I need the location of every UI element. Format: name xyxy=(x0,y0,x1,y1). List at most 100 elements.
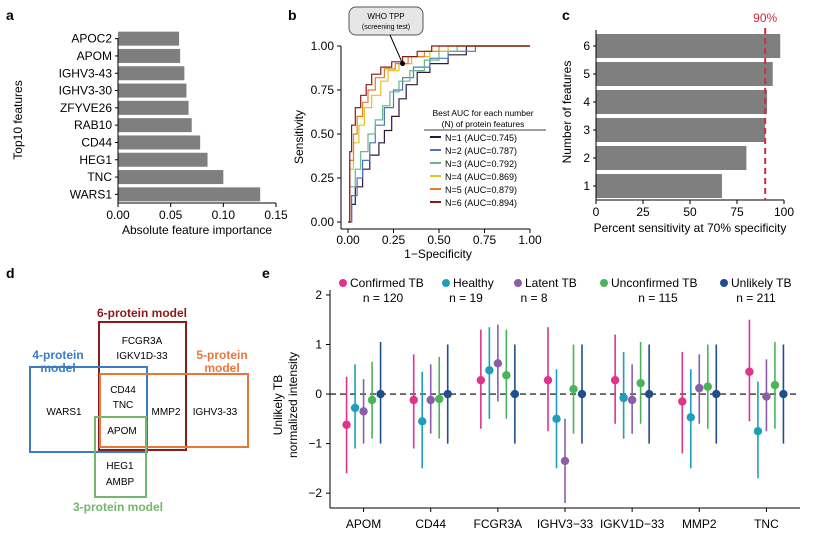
who-tpp-callout: WHO TPP (screening test) xyxy=(348,6,424,67)
b-ytick-label-4: 1.00 xyxy=(311,39,335,53)
c-xtick-label-3: 75 xyxy=(730,205,744,219)
five-protein-label-1: 5-protein xyxy=(196,348,247,362)
venn-item-wars1: WARS1 xyxy=(46,407,82,418)
b-x-axis-label: 1−Specificity xyxy=(404,247,472,261)
e-legend-marker-confirmed-tb xyxy=(339,279,347,287)
e-point-latent-tb-apom xyxy=(359,407,368,416)
e-category-label-mmp2: MMP2 xyxy=(682,517,717,531)
who-tpp-point xyxy=(400,61,406,67)
e-point-latent-tb-igkv1d-33 xyxy=(627,395,637,405)
panel-e-normalized-intensity: −2 −1 0 1 2 APOM CD44 FCGR3A IGHV3−33 IGKV1D−33 MM… xyxy=(271,276,800,531)
panel-b-roc-curves: 0.00 0.25 0.50 0.75 1.00 0.00 0.25 0.50 0.75 1.00… xyxy=(292,6,546,261)
e-legend-marker-latent-tb xyxy=(514,279,522,287)
e-category-label-cd44: CD44 xyxy=(415,517,446,531)
a-xtick-label-2: 0.10 xyxy=(212,208,236,222)
panel-label-e: e xyxy=(262,265,270,281)
e-legend-marker-healthy xyxy=(442,279,450,287)
e-point-unlikely-tb-ighv3-33 xyxy=(577,389,587,399)
six-protein-label: 6-protein model xyxy=(97,306,187,320)
a-category-label-heg1: HEG1 xyxy=(79,153,112,167)
e-y-axis-label-1: Unlikely TB xyxy=(271,375,285,435)
e-point-healthy-apom xyxy=(350,403,360,413)
b-xtick-label-2: 0.50 xyxy=(427,233,451,247)
b-roc-curve-n3 xyxy=(348,45,530,223)
a-category-label-apoc2: APOC2 xyxy=(71,32,112,46)
e-point-confirmed-tb-fcgr3a xyxy=(476,375,486,385)
e-legend-n-confirmed-tb: n = 120 xyxy=(363,291,404,305)
venn-item-ambp: AMBP xyxy=(106,477,135,488)
e-ytick-label-1: −1 xyxy=(308,437,322,451)
e-y-axis-label-2: normalized intensity xyxy=(286,352,300,458)
e-point-confirmed-tb-cd44 xyxy=(409,395,418,405)
who-tpp-pointer xyxy=(389,34,404,64)
who-tpp-subtitle: (screening test) xyxy=(362,24,410,31)
e-point-healthy-cd44 xyxy=(418,417,427,426)
e-ytick-label-2: 0 xyxy=(315,387,322,401)
c-xtick-label-1: 25 xyxy=(636,205,650,219)
panel-label-a: a xyxy=(6,7,14,23)
who-tpp-title: WHO TPP xyxy=(367,12,404,21)
panel-c-sensitivity: 1 2 3 4 5 6 90% 0 25 50 75 100 Percent sensitivit… xyxy=(560,11,794,235)
e-point-unlikely-tb-tnc xyxy=(779,389,788,399)
e-point-unlikely-tb-apom xyxy=(376,389,385,399)
e-point-latent-tb-fcgr3a xyxy=(493,359,503,368)
e-point-unconfirmed-tb-tnc xyxy=(770,380,780,390)
b-xtick-label-4: 1.00 xyxy=(518,233,542,247)
four-protein-label-1: 4-protein xyxy=(32,348,83,362)
a-bar-cd44 xyxy=(118,135,201,150)
a-category-label-tnc: TNC xyxy=(87,170,112,184)
a-bar-tnc xyxy=(118,170,224,185)
b-roc-curve-n2 xyxy=(348,45,530,223)
e-point-confirmed-tb-ighv3-33 xyxy=(543,375,553,385)
e-point-unlikely-tb-igkv1d-33 xyxy=(644,389,654,399)
a-bar-rab10 xyxy=(118,118,192,133)
e-point-latent-tb-cd44 xyxy=(426,395,435,405)
e-point-confirmed-tb-apom xyxy=(342,420,351,429)
e-legend-label-confirmed-tb: Confirmed TB xyxy=(350,276,424,290)
e-point-healthy-mmp2 xyxy=(686,413,695,422)
panel-a-feature-importance: APOC2 APOM IGHV3-43 IGHV3-30 ZFYVE26 RAB10 CD4… xyxy=(11,31,288,237)
e-point-healthy-tnc xyxy=(753,427,763,436)
e-point-latent-tb-ighv3-33 xyxy=(560,456,570,466)
b-legend-title-2: (N) of protein features xyxy=(442,119,525,129)
e-point-healthy-ighv3-33 xyxy=(552,414,561,424)
e-ytick-label-4: 2 xyxy=(315,288,322,302)
e-legend-n-healthy: n = 19 xyxy=(449,291,483,305)
e-point-unlikely-tb-cd44 xyxy=(443,389,452,399)
c-bar-3-features xyxy=(596,118,766,142)
e-point-unconfirmed-tb-igkv1d-33 xyxy=(636,378,645,388)
a-category-label-apom: APOM xyxy=(77,49,112,63)
venn-item-apom: APOM xyxy=(107,426,136,437)
e-point-healthy-fcgr3a xyxy=(485,366,494,375)
e-legend-label-latent-tb: Latent TB xyxy=(525,276,577,290)
e-point-confirmed-tb-mmp2 xyxy=(678,397,687,406)
b-legend-entry-n4: N=4 (AUC=0.869) xyxy=(445,172,517,182)
e-category-label-ighv3-33: IGHV3−33 xyxy=(537,517,594,531)
venn-item-heg1: HEG1 xyxy=(106,461,134,472)
a-category-label-ighv3-43: IGHV3-43 xyxy=(59,66,113,80)
four-protein-box xyxy=(29,366,148,453)
venn-item-tnc: TNC xyxy=(113,400,134,411)
five-protein-box xyxy=(99,373,249,448)
b-y-axis-label: Sensitivity xyxy=(292,110,306,164)
e-category-label-apom: APOM xyxy=(346,517,381,531)
three-protein-label: 3-protein model xyxy=(73,500,163,514)
a-category-label-cd44: CD44 xyxy=(81,135,112,149)
c-bar-6-features xyxy=(596,34,781,58)
a-xtick-label-3: 0.15 xyxy=(264,208,288,222)
c-bar-2-features xyxy=(596,146,747,170)
b-ytick-label-3: 0.75 xyxy=(311,83,335,97)
a-x-axis-label: Absolute feature importance xyxy=(122,223,272,237)
panel-d-model-venn: 6-protein model 4-protein model 5-protei… xyxy=(29,306,249,514)
e-legend-n-latent-tb: n = 8 xyxy=(520,291,547,305)
e-point-healthy-igkv1d-33 xyxy=(619,393,628,403)
panel-label-b: b xyxy=(288,7,297,23)
e-category-label-igkv1d-33: IGKV1D−33 xyxy=(600,517,665,531)
a-category-label-ighv3-30: IGHV3-30 xyxy=(59,84,113,98)
venn-item-fcgr3a: FCGR3A xyxy=(122,336,163,347)
a-category-label-wars1: WARS1 xyxy=(70,187,113,201)
e-category-label-tnc: TNC xyxy=(754,517,779,531)
panel-label-d: d xyxy=(6,265,15,281)
e-point-unconfirmed-tb-apom xyxy=(367,395,377,405)
a-bar-heg1 xyxy=(118,152,208,167)
